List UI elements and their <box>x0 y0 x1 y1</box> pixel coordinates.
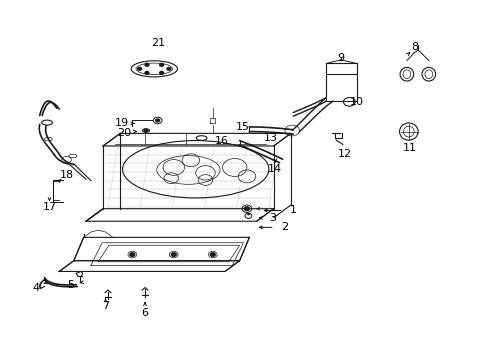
Circle shape <box>138 67 142 70</box>
Text: 18: 18 <box>60 170 73 180</box>
Circle shape <box>130 253 135 256</box>
Text: 3: 3 <box>269 213 276 223</box>
Text: 12: 12 <box>337 149 351 159</box>
Circle shape <box>145 63 149 66</box>
Circle shape <box>171 253 176 256</box>
Text: 16: 16 <box>214 136 228 145</box>
Text: 20: 20 <box>117 128 131 138</box>
Text: 15: 15 <box>236 122 249 132</box>
Text: 8: 8 <box>411 42 418 52</box>
Circle shape <box>244 207 249 211</box>
Circle shape <box>159 71 163 74</box>
Circle shape <box>145 71 149 74</box>
Text: 2: 2 <box>280 222 287 232</box>
Text: 21: 21 <box>150 38 164 48</box>
Circle shape <box>210 253 215 256</box>
Text: 11: 11 <box>403 143 416 153</box>
Text: 13: 13 <box>264 133 278 143</box>
Text: 5: 5 <box>67 280 74 290</box>
Circle shape <box>144 129 148 132</box>
Text: 7: 7 <box>102 301 109 311</box>
Text: 14: 14 <box>267 163 282 174</box>
Text: 6: 6 <box>141 308 148 318</box>
Circle shape <box>159 63 163 66</box>
Text: 19: 19 <box>114 118 128 128</box>
Text: 9: 9 <box>337 53 344 63</box>
Text: 10: 10 <box>349 97 363 107</box>
Circle shape <box>166 67 170 70</box>
Text: 1: 1 <box>289 206 296 216</box>
Text: 4: 4 <box>33 283 40 293</box>
Text: 17: 17 <box>42 202 57 212</box>
Circle shape <box>156 119 159 122</box>
